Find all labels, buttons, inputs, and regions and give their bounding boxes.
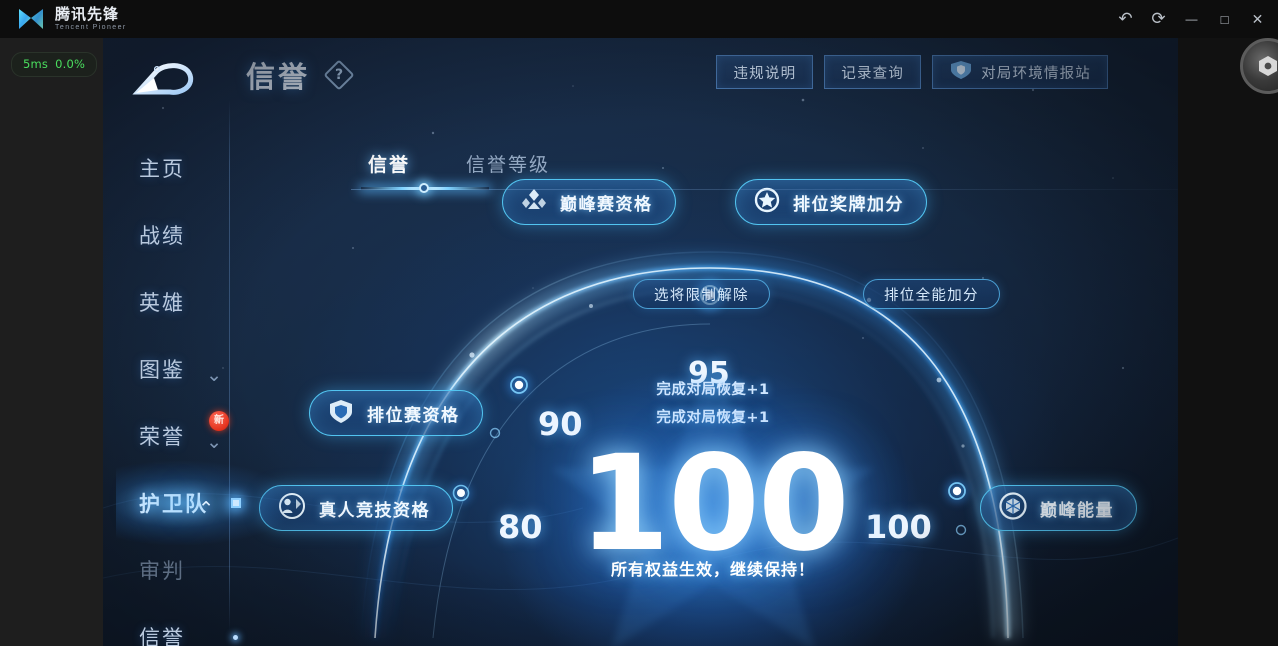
diamond-cluster-icon bbox=[519, 185, 549, 220]
violation-rules-label: 违规说明 bbox=[733, 65, 797, 82]
back-icon[interactable]: ↶ bbox=[1118, 9, 1133, 28]
arc-tick-90: 90 bbox=[538, 405, 583, 443]
page-header: 信誉 ? bbox=[246, 54, 355, 96]
sidebar-nav: 主页 战绩 英雄 图鉴 ⌄ 荣誉 ⌄ 新 bbox=[103, 134, 296, 646]
sidebar-item-guard-squad[interactable]: 护卫队 ⌃ bbox=[103, 460, 296, 545]
privilege-pill-real-person-qualification[interactable]: 真人竞技资格 bbox=[259, 485, 453, 531]
chevron-up-icon[interactable]: ⌃ bbox=[198, 498, 214, 520]
return-arrow-logo-icon[interactable] bbox=[130, 56, 202, 102]
pill-label: 排位赛资格 bbox=[367, 405, 460, 426]
brand: 腾讯先锋 Tencent Pioneer bbox=[16, 5, 127, 33]
cpu-value: 0.0% bbox=[55, 57, 86, 71]
tab-bar: 信誉 信誉等级 bbox=[368, 150, 550, 183]
privilege-pill-peak-qualification[interactable]: 巅峰赛资格 bbox=[502, 179, 676, 225]
pill-label: 真人竞技资格 bbox=[319, 500, 430, 521]
privilege-pill-rank-medal-bonus[interactable]: 排位奖牌加分 bbox=[735, 179, 927, 225]
privilege-subpill-rank-allround-bonus[interactable]: 排位全能加分 bbox=[863, 279, 1000, 309]
game-viewport: 巅峰赛资格 选将限制解除 排位奖牌加分 排位全能加分 bbox=[103, 38, 1178, 646]
arc-tick-95: 95 bbox=[688, 356, 730, 391]
match-environment-station-label: 对局环境情报站 bbox=[981, 65, 1091, 82]
violation-rules-button[interactable]: 违规说明 bbox=[716, 55, 814, 89]
record-query-label: 记录查询 bbox=[841, 65, 905, 82]
sidebar-item-label: 信誉 bbox=[139, 625, 185, 646]
tab-divider bbox=[351, 189, 1178, 190]
refresh-icon[interactable]: ⟳ bbox=[1151, 9, 1166, 28]
pill-label: 巅峰能量 bbox=[1040, 500, 1114, 521]
tab-active-marker bbox=[419, 183, 429, 193]
tab-reputation-level[interactable]: 信誉等级 bbox=[466, 150, 550, 183]
help-question-icon[interactable]: ? bbox=[323, 59, 355, 91]
sidebar-item-judgement[interactable]: 审判 bbox=[103, 536, 236, 603]
sidebar-item-codex[interactable]: 图鉴 ⌄ bbox=[103, 335, 236, 402]
rail-node-dot bbox=[233, 634, 238, 640]
active-rail-node bbox=[231, 497, 241, 508]
sidebar-rail bbox=[229, 100, 230, 632]
chevron-down-icon[interactable]: ⌄ bbox=[206, 431, 222, 453]
brand-name-en: Tencent Pioneer bbox=[55, 24, 127, 31]
window-controls: ↶ ⟳ — □ ✕ bbox=[1109, 0, 1274, 38]
subpill-label: 排位全能加分 bbox=[884, 287, 979, 304]
arc-tick-80: 80 bbox=[498, 508, 543, 546]
pill-label: 巅峰赛资格 bbox=[560, 194, 653, 215]
sidebar-item-home[interactable]: 主页 bbox=[103, 134, 236, 201]
page-title: 信誉 bbox=[246, 60, 311, 94]
sidebar-item-heroes[interactable]: 英雄 bbox=[103, 268, 236, 335]
recover-line-1: 完成对局恢复+1 bbox=[656, 382, 770, 398]
tab-reputation[interactable]: 信誉 bbox=[368, 150, 410, 183]
maximize-icon[interactable]: □ bbox=[1220, 11, 1229, 27]
header-buttons: 违规说明 记录查询 对局环境情报站 bbox=[716, 55, 1108, 89]
sidebar-item-label: 英雄 bbox=[139, 290, 185, 315]
sidebar-item-honor[interactable]: 荣誉 ⌄ 新 bbox=[103, 402, 236, 469]
tab-reputation-level-label: 信誉等级 bbox=[466, 154, 551, 176]
sidebar-item-label: 战绩 bbox=[139, 223, 185, 248]
record-query-button[interactable]: 记录查询 bbox=[824, 55, 922, 89]
sidebar-item-label: 主页 bbox=[139, 156, 185, 181]
minimize-icon[interactable]: — bbox=[1185, 12, 1198, 26]
privilege-subpill-hero-restriction[interactable]: 选将限制解除 bbox=[633, 279, 770, 309]
titlebar: 腾讯先锋 Tencent Pioneer ↶ ⟳ — □ ✕ bbox=[0, 0, 1278, 38]
person-versus-icon bbox=[276, 490, 308, 527]
close-icon[interactable]: ✕ bbox=[1251, 10, 1264, 27]
privilege-pill-peak-energy[interactable]: 巅峰能量 bbox=[980, 485, 1137, 531]
sidebar-item-reputation[interactable]: 信誉 bbox=[103, 603, 238, 646]
privilege-pill-ranked-qualification[interactable]: 排位赛资格 bbox=[309, 390, 483, 436]
arc-node-100 bbox=[945, 479, 969, 503]
brand-name-cn: 腾讯先锋 bbox=[55, 6, 120, 23]
help-question-glyph: ? bbox=[334, 67, 344, 83]
brand-text: 腾讯先锋 Tencent Pioneer bbox=[55, 7, 127, 31]
latency-value: 5ms bbox=[23, 57, 49, 71]
star-medal-icon bbox=[752, 185, 782, 220]
tencent-pioneer-logo-icon bbox=[16, 5, 46, 33]
collapse-handle-icon[interactable] bbox=[1240, 38, 1278, 94]
shield-wing-icon bbox=[949, 59, 973, 85]
energy-orb-icon bbox=[997, 490, 1029, 527]
arc-node-80 bbox=[450, 482, 472, 504]
tab-reputation-label: 信誉 bbox=[368, 154, 411, 176]
reputation-score-value: 100 bbox=[578, 427, 850, 581]
reputation-score-subtitle: 所有权益生效，继续保持！ bbox=[610, 560, 815, 579]
shield-rank-icon bbox=[326, 396, 356, 431]
sidebar-item-label: 荣誉 bbox=[139, 424, 185, 449]
chevron-down-icon[interactable]: ⌄ bbox=[206, 364, 222, 386]
left-gutter bbox=[0, 38, 103, 646]
pill-label: 排位奖牌加分 bbox=[793, 194, 904, 215]
recover-line-2: 完成对局恢复+1 bbox=[656, 410, 770, 426]
new-badge: 新 bbox=[209, 411, 229, 431]
sidebar-item-label: 图鉴 bbox=[139, 357, 185, 382]
sidebar: 主页 战绩 英雄 图鉴 ⌄ 荣誉 ⌄ 新 bbox=[103, 38, 296, 646]
subpill-label: 选将限制解除 bbox=[654, 287, 749, 304]
performance-overlay: 5ms 0.0% bbox=[11, 52, 98, 77]
sidebar-item-records[interactable]: 战绩 bbox=[103, 201, 236, 268]
match-environment-station-button[interactable]: 对局环境情报站 bbox=[932, 55, 1108, 89]
arc-tick-100: 100 bbox=[865, 508, 932, 546]
sidebar-item-label: 审判 bbox=[139, 558, 185, 583]
